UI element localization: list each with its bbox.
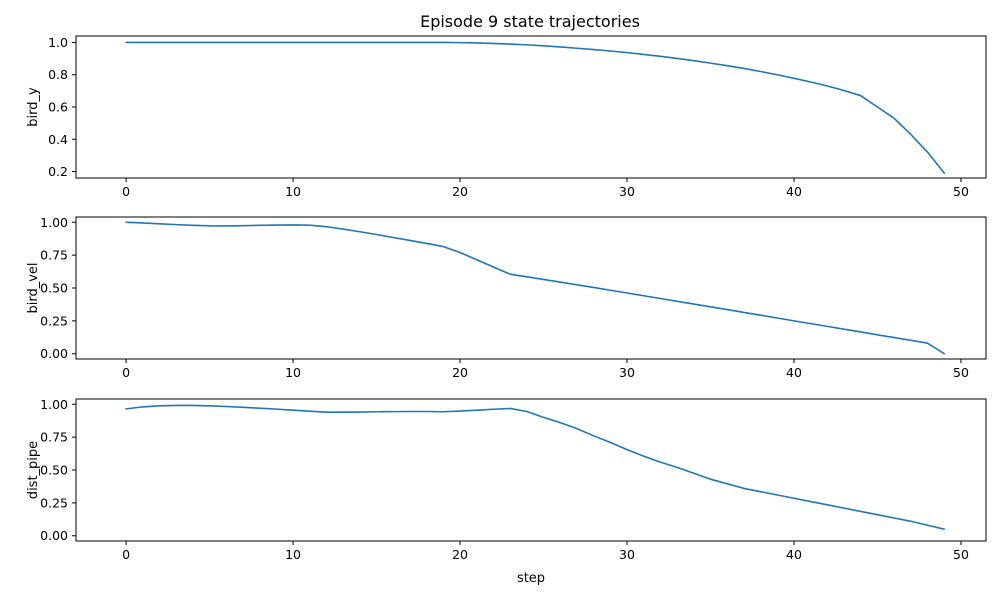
dist-pipe-axes-frame <box>75 398 987 542</box>
axes-dist-pipe: 0 10 20 30 40 50 0.00 0.25 0.50 0.75 1.00 dist_pipe… <box>26 397 987 586</box>
bird-vel-series-line <box>125 221 946 355</box>
y-tick-label: 0.6 <box>48 100 68 115</box>
bird-y-y-axis-label: bird_y <box>26 87 41 127</box>
bird-y-axes-frame <box>75 35 987 179</box>
y-tick-label: 0.00 <box>40 346 68 361</box>
x-tick-label: 40 <box>786 184 802 199</box>
y-tick-label: 0.25 <box>40 313 68 328</box>
x-tick-label: 20 <box>452 365 468 380</box>
figure-title: Episode 9 state trajectories <box>420 12 640 31</box>
y-tick-label: 0.75 <box>40 248 68 263</box>
y-tick-label: 0.25 <box>40 495 68 510</box>
x-tick-label: 30 <box>619 184 635 199</box>
dist-pipe-series-line <box>125 404 946 530</box>
y-tick-label: 1.00 <box>40 397 68 412</box>
axes-bird-y: 0 10 20 30 40 50 0.2 0.4 0.6 0.8 1.0 bird_y <box>26 35 987 199</box>
x-tick-label: 40 <box>786 547 802 562</box>
x-tick-label: 50 <box>953 547 969 562</box>
y-tick-label: 0.4 <box>48 132 68 147</box>
y-tick-label: 0.50 <box>40 281 68 296</box>
x-tick-label: 30 <box>619 547 635 562</box>
x-tick-label: 10 <box>285 547 301 562</box>
x-tick-label: 10 <box>285 184 301 199</box>
x-tick-label: 20 <box>452 547 468 562</box>
y-tick-label: 0.50 <box>40 463 68 478</box>
y-tick-label: 0.8 <box>48 67 68 82</box>
x-tick-label: 0 <box>122 547 130 562</box>
x-tick-label: 40 <box>786 365 802 380</box>
y-tick-label: 1.0 <box>48 35 68 50</box>
y-tick-label: 1.00 <box>40 215 68 230</box>
x-tick-label: 50 <box>953 184 969 199</box>
y-tick-label: 0.00 <box>40 528 68 543</box>
x-tick-label: 0 <box>122 184 130 199</box>
x-tick-label: 10 <box>285 365 301 380</box>
x-tick-label: 20 <box>452 184 468 199</box>
bird-vel-axes-frame <box>75 216 987 360</box>
x-tick-label: 30 <box>619 365 635 380</box>
bird-vel-y-axis-label: bird_vel <box>26 262 41 313</box>
axes-bird-vel: 0 10 20 30 40 50 0.00 0.25 0.50 0.75 1.00 bird_vel <box>26 215 987 380</box>
dist-pipe-y-axis-label: dist_pipe <box>26 441 41 499</box>
y-tick-label: 0.75 <box>40 430 68 445</box>
x-axis-label: step <box>517 571 545 586</box>
x-tick-label: 50 <box>953 365 969 380</box>
y-tick-label: 0.2 <box>48 164 68 179</box>
axes-root: 0 10 20 30 40 50 0.2 0.4 0.6 0.8 1.0 bird_y 0 10 20 30 4… <box>26 35 987 586</box>
bird-y-series-line <box>125 41 946 174</box>
x-tick-label: 0 <box>122 365 130 380</box>
